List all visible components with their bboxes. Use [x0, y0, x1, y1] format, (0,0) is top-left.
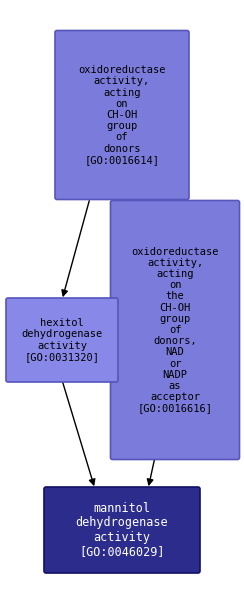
FancyBboxPatch shape: [55, 30, 189, 200]
Text: oxidoreductase
activity,
acting
on
CH-OH
group
of
donors
[GO:0016614]: oxidoreductase activity, acting on CH-OH…: [78, 65, 166, 165]
Text: hexitol
dehydrogenase
activity
[GO:0031320]: hexitol dehydrogenase activity [GO:00313…: [21, 318, 103, 362]
Text: oxidoreductase
activity,
acting
on
the
CH-OH
group
of
donors,
NAD
or
NADP
as
acc: oxidoreductase activity, acting on the C…: [131, 246, 219, 413]
FancyBboxPatch shape: [111, 200, 240, 459]
FancyBboxPatch shape: [6, 298, 118, 382]
FancyBboxPatch shape: [44, 487, 200, 573]
Text: mannitol
dehydrogenase
activity
[GO:0046029]: mannitol dehydrogenase activity [GO:0046…: [76, 502, 168, 559]
